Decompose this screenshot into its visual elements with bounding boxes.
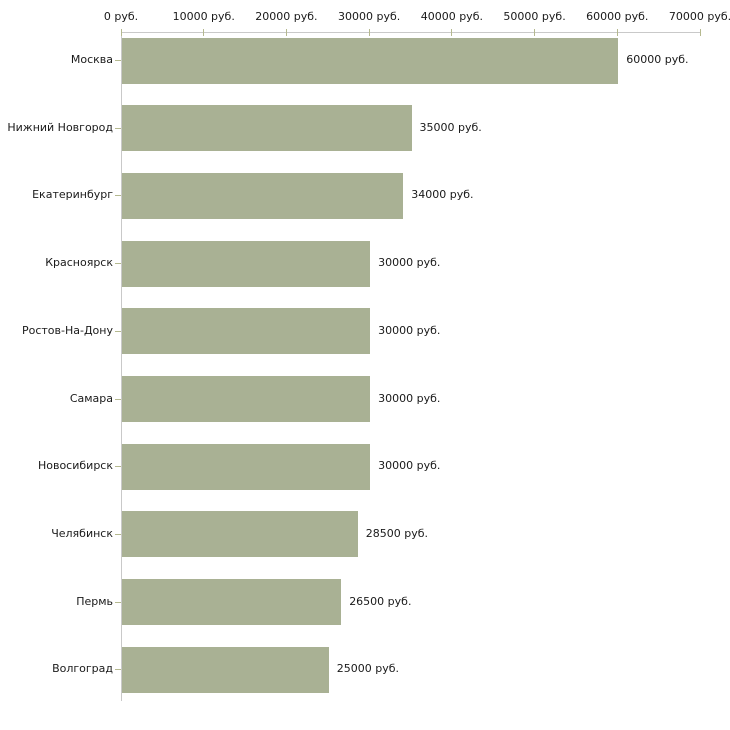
value-label: 28500 руб. <box>365 526 428 540</box>
value-label: 34000 руб. <box>411 188 474 202</box>
category-label: Красноярск <box>45 256 113 270</box>
x-tick-mark <box>120 29 122 36</box>
category-label: Москва <box>70 53 113 66</box>
value-label: 30000 руб. <box>378 391 441 405</box>
x-tick-label: 10000 руб. <box>172 10 235 23</box>
x-tick-label: 40000 руб. <box>420 10 483 23</box>
bar <box>122 511 358 558</box>
bar <box>122 646 329 693</box>
x-tick-mark <box>203 29 205 36</box>
y-tick-mark <box>115 127 121 129</box>
category-label: Новосибирск <box>37 459 113 473</box>
x-tick-mark <box>368 29 370 36</box>
bar <box>122 579 342 626</box>
value-label: 25000 руб. <box>336 662 400 676</box>
y-tick-mark <box>115 60 121 61</box>
bar <box>122 172 404 219</box>
category-label: Челябинск <box>51 526 113 540</box>
x-tick-mark <box>285 29 287 36</box>
x-tick-label: 20000 руб. <box>255 10 318 23</box>
x-tick-mark <box>699 29 701 36</box>
category-label: Екатеринбург <box>32 188 113 202</box>
category-label: Волгоград <box>52 662 113 676</box>
value-label: 30000 руб. <box>378 323 441 337</box>
category-label: Ростов-На-Дону <box>21 323 113 337</box>
category-label: Пермь <box>76 594 113 608</box>
y-tick-mark <box>115 669 121 671</box>
bar <box>122 105 412 152</box>
x-tick-label: 50000 руб. <box>503 10 566 23</box>
x-tick-label: 0 руб. <box>103 10 139 23</box>
x-tick-label: 70000 руб. <box>668 10 730 23</box>
y-tick-mark <box>115 330 121 332</box>
y-tick-mark <box>115 533 121 535</box>
x-axis-line <box>121 32 701 33</box>
bar <box>122 240 371 287</box>
x-tick-label: 60000 руб. <box>586 10 649 23</box>
y-tick-mark <box>115 195 121 197</box>
category-label: Самара <box>69 391 113 405</box>
bar <box>122 376 371 422</box>
y-tick-mark <box>115 601 121 603</box>
x-tick-mark <box>451 29 453 36</box>
x-tick-mark <box>534 29 536 36</box>
y-tick-mark <box>115 263 121 265</box>
value-label: 26500 руб. <box>349 594 412 608</box>
value-label: 30000 руб. <box>378 256 441 270</box>
y-axis-line <box>121 32 122 701</box>
value-label: 60000 руб. <box>626 53 689 66</box>
value-label: 35000 руб. <box>419 120 482 134</box>
x-tick-label: 30000 руб. <box>338 10 401 23</box>
y-tick-mark <box>115 398 121 400</box>
category-label: Нижний Новгород <box>7 120 113 134</box>
bar <box>122 37 619 84</box>
bar <box>122 443 371 490</box>
x-tick-mark <box>616 29 618 36</box>
y-tick-mark <box>115 466 121 468</box>
value-label: 30000 руб. <box>378 459 441 473</box>
bar <box>122 308 371 355</box>
